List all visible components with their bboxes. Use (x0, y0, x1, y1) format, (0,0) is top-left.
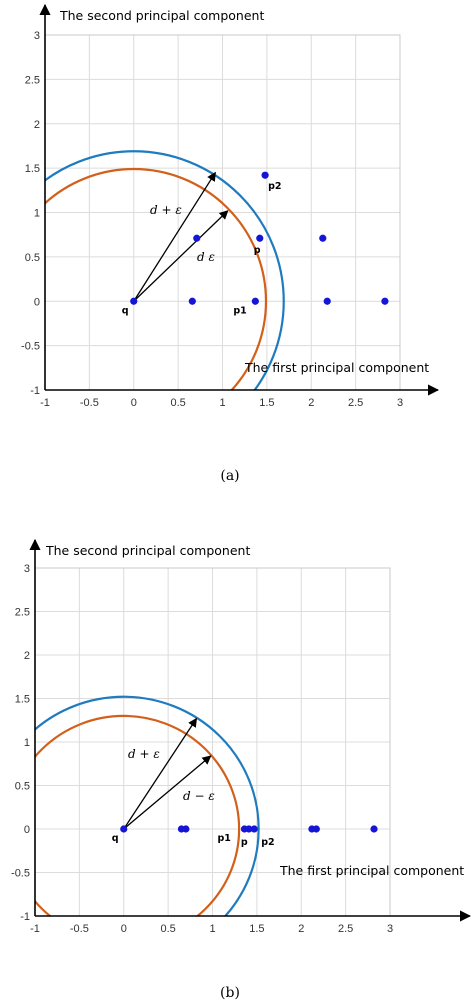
y-tick-label: 1.5 (15, 694, 30, 706)
data-point (312, 825, 320, 833)
x-tick-label: 0 (131, 397, 137, 409)
data-point (261, 171, 269, 179)
x-tick-label: 0 (121, 923, 127, 935)
radius-vector (133, 171, 216, 302)
x-tick-label: 2 (298, 923, 304, 935)
data-point (245, 825, 253, 833)
inner-circle (35, 714, 241, 916)
inner-circle (45, 167, 268, 390)
y-tick-label: 2 (34, 119, 40, 131)
data-point (323, 297, 331, 305)
y-axis-title: The second principal component (59, 8, 264, 23)
y-tick-label: -0.5 (11, 868, 30, 880)
data-point (370, 825, 378, 833)
data-point (381, 297, 389, 305)
y-tick-label: 3 (24, 563, 30, 575)
x-tick-label: 1 (219, 397, 225, 409)
x-tick-label: 3 (387, 923, 393, 935)
x-tick-label: 3 (397, 397, 403, 409)
x-tick-label: -1 (40, 397, 50, 409)
y-tick-label: 1.5 (25, 163, 40, 175)
x-tick-label: 0.5 (160, 923, 175, 935)
radius-vector (133, 210, 229, 302)
point-label: p1 (217, 833, 230, 844)
y-tick-label: -1 (20, 911, 30, 923)
data-point (182, 825, 190, 833)
chart-panel-a: d + ε d ε q p1 p p2 -1 -0.5 0 0.5 1 1.5 2 2.5 3 -1 -0.5 0… (21, 3, 440, 484)
point-label: p (241, 837, 248, 848)
y-tick-label: 2.5 (25, 74, 40, 86)
x-tick-label: 1.5 (249, 923, 264, 935)
y-tick-label: -1 (30, 385, 40, 397)
outer-circle (45, 150, 285, 390)
vector-label: d − ε (183, 789, 215, 803)
x-tick-label: -0.5 (70, 923, 89, 935)
x-tick-label: 2.5 (338, 923, 353, 935)
data-point (193, 234, 201, 242)
point-label: q (122, 305, 129, 316)
chart-panel-b: d + ε d − ε q p1 p p2 -1 -0.5 0 0.5 1 1.5 2 2.5 3 -1 -0.… (11, 538, 472, 1001)
y-tick-label: 0 (24, 824, 30, 836)
y-tick-label: 0.5 (25, 252, 40, 264)
x-axis-title: The first principal component (279, 863, 464, 878)
data-point (319, 234, 327, 242)
y-tick-label: 2.5 (15, 607, 30, 619)
point-label: p2 (261, 837, 274, 848)
outer-circle (35, 695, 260, 916)
figure-caption: (b) (220, 985, 240, 1001)
radius-vector (123, 717, 198, 830)
y-tick-label: -0.5 (21, 341, 40, 353)
y-tick-label: 2 (24, 650, 30, 662)
y-tick-label: 1 (34, 208, 40, 220)
x-tick-label: 0.5 (170, 397, 185, 409)
figure-caption: (a) (220, 468, 239, 484)
radius-vector (123, 755, 212, 830)
vector-label: d + ε (150, 203, 182, 217)
vector-label: d + ε (128, 747, 160, 761)
data-point (250, 825, 258, 833)
y-tick-label: 1 (24, 737, 30, 749)
x-tick-label: 1.5 (259, 397, 274, 409)
y-tick-label: 3 (34, 30, 40, 42)
data-point (251, 297, 259, 305)
data-point (188, 297, 196, 305)
x-axis-title: The first principal component (244, 360, 429, 375)
x-tick-label: 1 (209, 923, 215, 935)
y-axis-title: The second principal component (45, 543, 250, 558)
data-point (120, 825, 128, 833)
x-tick-label: -1 (30, 923, 40, 935)
point-label: p1 (233, 305, 246, 316)
data-point (130, 297, 138, 305)
y-tick-label: 0 (34, 296, 40, 308)
y-tick-label: 0.5 (15, 781, 30, 793)
point-label: p2 (268, 181, 281, 192)
point-label: q (112, 833, 119, 844)
data-point (256, 234, 264, 242)
point-label: p (254, 245, 261, 256)
x-tick-label: 2 (308, 397, 314, 409)
x-tick-label: 2.5 (348, 397, 363, 409)
x-tick-label: -0.5 (80, 397, 99, 409)
vector-label: d ε (197, 250, 215, 264)
